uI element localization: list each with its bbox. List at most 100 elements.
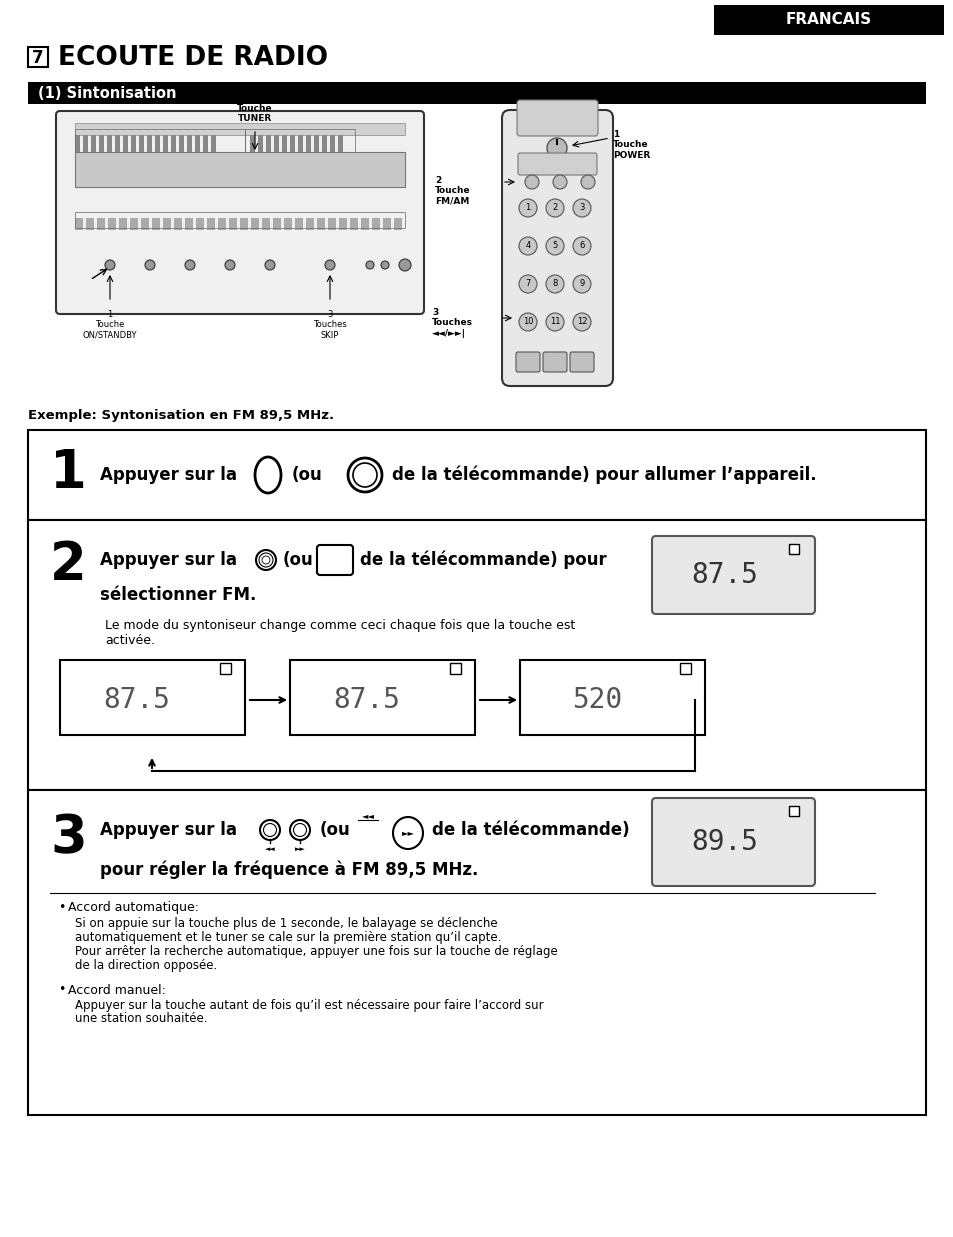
Text: 3
Touches
SKIP: 3 Touches SKIP	[313, 310, 347, 340]
Bar	[314, 135, 318, 155]
Bar	[75, 152, 405, 187]
Text: Le mode du syntoniseur change comme ceci chaque fois que la touche est: Le mode du syntoniseur change comme ceci…	[105, 620, 575, 632]
Bar	[290, 135, 294, 155]
Circle shape	[553, 174, 566, 189]
Bar	[297, 135, 303, 155]
Text: Appuyer sur la touche autant de fois qu’il est nécessaire pour faire l’accord su: Appuyer sur la touche autant de fois qu’…	[75, 998, 543, 1012]
Circle shape	[325, 260, 335, 270]
FancyBboxPatch shape	[542, 353, 566, 372]
Text: 2: 2	[552, 204, 558, 213]
Text: automatiquement et le tuner se cale sur la première station qu’il capte.: automatiquement et le tuner se cale sur …	[75, 930, 501, 944]
Text: 10: 10	[522, 318, 533, 327]
Circle shape	[573, 238, 590, 255]
Bar	[211, 135, 215, 155]
Bar	[250, 135, 254, 155]
Text: (1) Sintonisation: (1) Sintonisation	[38, 85, 176, 100]
Circle shape	[545, 199, 563, 216]
Text: 11: 11	[549, 318, 559, 327]
Text: 5: 5	[552, 241, 558, 251]
Bar	[382, 218, 391, 230]
Bar	[338, 218, 347, 230]
Bar	[139, 135, 144, 155]
Bar	[713, 5, 943, 35]
Bar	[240, 218, 248, 230]
Bar	[274, 135, 278, 155]
Bar	[220, 663, 231, 674]
Bar	[229, 218, 236, 230]
Bar	[203, 135, 208, 155]
Text: ◄◄: ◄◄	[361, 811, 375, 820]
FancyBboxPatch shape	[519, 661, 704, 735]
Bar	[131, 135, 136, 155]
Bar	[185, 218, 193, 230]
Bar	[207, 218, 214, 230]
Bar	[28, 520, 925, 790]
Circle shape	[105, 260, 115, 270]
Bar	[245, 129, 355, 153]
Bar	[195, 218, 204, 230]
Bar	[294, 218, 303, 230]
Bar	[372, 218, 379, 230]
Circle shape	[580, 174, 595, 189]
Text: 2
Touche
TUNER: 2 Touche TUNER	[237, 93, 273, 122]
Bar	[83, 135, 88, 155]
Bar	[679, 663, 690, 674]
Bar	[266, 135, 271, 155]
Circle shape	[518, 313, 537, 332]
Bar	[322, 135, 327, 155]
Bar	[360, 218, 369, 230]
Text: (ou: (ou	[283, 550, 314, 569]
Bar	[394, 218, 401, 230]
Text: ►►: ►►	[401, 829, 414, 837]
Circle shape	[545, 313, 563, 332]
Text: 87.5: 87.5	[103, 687, 171, 714]
Bar	[284, 218, 292, 230]
Bar	[187, 135, 192, 155]
Ellipse shape	[348, 458, 381, 492]
Circle shape	[524, 174, 538, 189]
Bar	[163, 218, 171, 230]
Text: 2: 2	[50, 539, 87, 591]
Text: sélectionner FM.: sélectionner FM.	[100, 586, 256, 604]
Circle shape	[573, 313, 590, 332]
Bar	[119, 218, 127, 230]
Ellipse shape	[353, 463, 376, 487]
Bar	[179, 135, 184, 155]
Circle shape	[518, 275, 537, 293]
Text: 7: 7	[525, 280, 530, 288]
Bar	[163, 135, 168, 155]
Circle shape	[380, 261, 389, 268]
Text: Accord manuel:: Accord manuel:	[68, 983, 166, 997]
Text: Pour arrêter la recherche automatique, appuyer une fois sur la touche de réglage: Pour arrêter la recherche automatique, a…	[75, 945, 558, 957]
Text: ECOUTE DE RADIO: ECOUTE DE RADIO	[58, 45, 328, 71]
Text: ◄◄: ◄◄	[264, 846, 275, 852]
Bar	[337, 135, 343, 155]
FancyBboxPatch shape	[651, 536, 814, 614]
Bar	[788, 544, 799, 554]
Text: 3: 3	[578, 204, 584, 213]
Circle shape	[573, 199, 590, 216]
Text: Appuyer sur la: Appuyer sur la	[100, 466, 236, 484]
Circle shape	[518, 199, 537, 216]
Text: 1: 1	[525, 204, 530, 213]
Bar	[194, 135, 200, 155]
Text: 3: 3	[50, 811, 87, 863]
Text: FRANCAIS: FRANCAIS	[785, 12, 871, 27]
Circle shape	[185, 260, 194, 270]
Text: activée.: activée.	[105, 635, 154, 647]
Text: une station souhaitée.: une station souhaitée.	[75, 1013, 208, 1025]
Bar	[75, 122, 405, 135]
Circle shape	[145, 260, 154, 270]
Text: •: •	[58, 902, 66, 914]
FancyBboxPatch shape	[56, 111, 423, 314]
FancyBboxPatch shape	[517, 100, 598, 136]
Bar	[28, 47, 48, 67]
Bar	[173, 218, 182, 230]
Text: 1
Touche
ON/STANDBY: 1 Touche ON/STANDBY	[83, 310, 137, 340]
Text: Appuyer sur la: Appuyer sur la	[100, 821, 236, 839]
Bar	[28, 82, 925, 104]
Ellipse shape	[262, 555, 270, 564]
FancyBboxPatch shape	[60, 661, 245, 735]
Bar	[273, 218, 281, 230]
Text: •: •	[58, 983, 66, 997]
